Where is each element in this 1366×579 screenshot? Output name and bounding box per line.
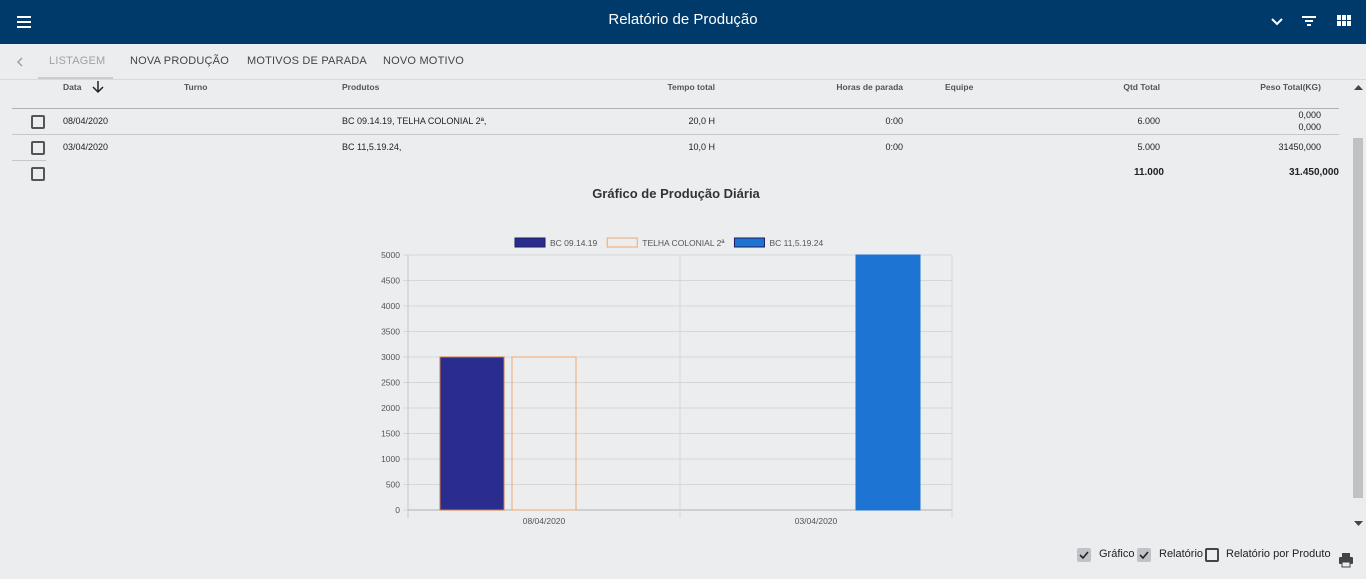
legend-label: TELHA COLONIAL 2ª — [642, 238, 725, 248]
sort-arrow-down-icon[interactable] — [91, 80, 105, 94]
legend-label: BC 09.14.19 — [550, 238, 598, 248]
cell-data: 08/04/2020 — [63, 116, 109, 126]
legend-swatch — [733, 237, 765, 248]
scrollbar[interactable] — [1352, 80, 1366, 530]
y-tick-label: 5000 — [381, 250, 400, 260]
production-chart: BC 09.14.19 TELHA COLONIAL 2ª BC 11,5.19.2… — [381, 237, 953, 526]
legend-label: BC 11,5.19.24 — [769, 238, 823, 248]
chart-title: Gráfico de Produção Diária — [592, 186, 760, 201]
total-qtd: 11.000 — [1133, 167, 1164, 178]
cell-produtos: BC 11,5.19.24, — [342, 142, 402, 152]
y-tick-label: 500 — [386, 480, 400, 490]
legend-swatch — [606, 237, 638, 248]
app-header: Relatório de Produção — [0, 0, 1366, 44]
scroll-up-icon[interactable] — [1354, 84, 1363, 91]
bar — [511, 356, 577, 511]
cell-horas-parada: 0:00 — [885, 142, 903, 152]
tab-nova-producao[interactable]: NOVA PRODUÇÃO — [130, 55, 229, 67]
column-header-data[interactable]: Data — [63, 82, 82, 92]
y-tick-label: 1500 — [381, 429, 400, 439]
menu-icon[interactable] — [16, 13, 34, 31]
relatorio-por-produto-label: Relatório por Produto — [1226, 548, 1331, 560]
grid-icon[interactable] — [1335, 12, 1353, 30]
y-tick-label: 0 — [395, 505, 400, 515]
relatorio-por-produto-checkbox[interactable] — [1205, 548, 1219, 562]
cell-qtd-total: 6.000 — [1137, 116, 1160, 126]
scroll-down-icon[interactable] — [1354, 520, 1363, 527]
legend-swatch — [514, 237, 546, 248]
cell-qtd-total: 5.000 — [1137, 142, 1160, 152]
column-header-turno[interactable]: Turno — [184, 82, 208, 92]
x-tick-label: 03/04/2020 — [795, 516, 838, 526]
x-tick-label: 08/04/2020 — [523, 516, 566, 526]
column-header-qtd-total[interactable]: Qtd Total — [1123, 82, 1160, 92]
column-header-equipe[interactable]: Equipe — [945, 82, 974, 92]
select-all-checkbox[interactable] — [31, 167, 45, 181]
tab-bar: LISTAGEM NOVA PRODUÇÃO MOTIVOS DE PARADA… — [0, 44, 1366, 80]
y-tick-label: 1000 — [381, 454, 400, 464]
print-icon[interactable] — [1338, 552, 1354, 568]
relatorio-checkbox[interactable] — [1137, 548, 1151, 562]
row-checkbox[interactable] — [31, 141, 45, 155]
tab-novo-motivo[interactable]: NOVO MOTIVO — [383, 55, 465, 67]
cell-data: 03/04/2020 — [63, 142, 109, 152]
chevron-left-icon[interactable] — [13, 54, 27, 70]
tab-motivos-de-parada[interactable]: MOTIVOS DE PARADA — [247, 55, 367, 67]
cell-tempo-total: 20,0 H — [688, 116, 715, 126]
grafico-label: Gráfico — [1099, 548, 1135, 560]
page-title: Relatório de Produção — [608, 11, 758, 28]
y-tick-label: 4000 — [381, 301, 400, 311]
y-tick-label: 3000 — [381, 352, 400, 362]
y-tick-label: 3500 — [381, 327, 400, 337]
cell-peso-total: 31450,000 — [1278, 142, 1321, 152]
y-tick-label: 2500 — [381, 378, 400, 388]
bar — [439, 356, 505, 511]
column-header-tempo-total[interactable]: Tempo total — [667, 82, 715, 92]
row-divider — [12, 134, 1339, 135]
total-peso: 31.450,000 — [1288, 167, 1339, 178]
column-header-produtos[interactable]: Produtos — [342, 82, 380, 92]
y-tick-label: 2000 — [381, 403, 400, 413]
grafico-checkbox[interactable] — [1077, 548, 1091, 562]
cell-peso-total: 0,000 — [1298, 122, 1321, 132]
filter-icon[interactable] — [1300, 12, 1318, 30]
row-divider — [12, 160, 46, 161]
tab-listagem[interactable]: LISTAGEM — [49, 55, 106, 67]
relatorio-label: Relatório — [1159, 548, 1204, 560]
header-divider — [12, 108, 1339, 109]
column-header-peso-total[interactable]: Peso Total(KG) — [1260, 82, 1321, 92]
bar — [855, 254, 921, 511]
check-icon — [1139, 551, 1149, 560]
check-icon — [1079, 551, 1089, 560]
active-tab-indicator — [38, 77, 113, 79]
column-header-horas-parada[interactable]: Horas de parada — [836, 82, 903, 92]
cell-tempo-total: 10,0 H — [688, 142, 715, 152]
scrollbar-thumb[interactable] — [1353, 138, 1363, 498]
cell-peso-total: 0,000 — [1298, 110, 1321, 120]
row-checkbox[interactable] — [31, 115, 45, 129]
cell-horas-parada: 0:00 — [885, 116, 903, 126]
chevron-down-icon[interactable] — [1268, 12, 1286, 30]
y-tick-label: 4500 — [381, 276, 400, 286]
cell-produtos: BC 09.14.19, TELHA COLONIAL 2ª, — [342, 116, 487, 126]
